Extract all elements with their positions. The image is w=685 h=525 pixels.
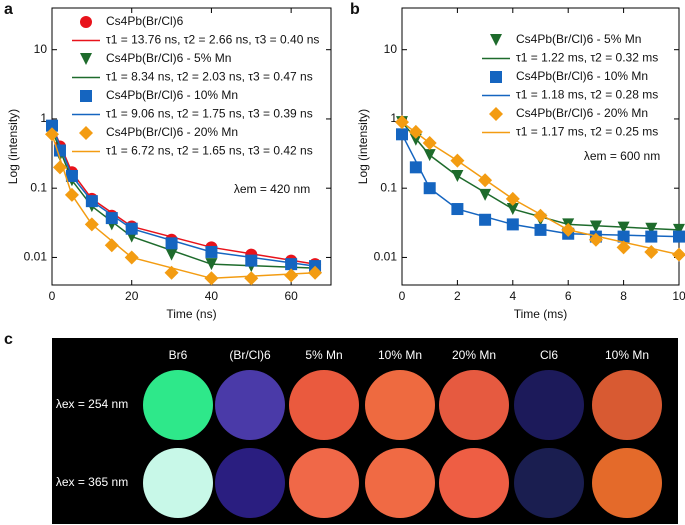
y-axis-label: Log (intensity) <box>6 109 20 184</box>
legend-label: τ1 = 1.18 ms, τ2 = 0.28 ms <box>516 88 658 102</box>
data-point <box>104 238 119 253</box>
x-tick-label: 40 <box>205 289 219 303</box>
legend-marker <box>79 126 93 140</box>
column-label: 10% Mn <box>378 348 422 362</box>
data-point <box>105 212 118 225</box>
column-label: (Br/Cl)6 <box>229 348 271 362</box>
legend-marker <box>490 71 502 83</box>
fit-line <box>401 121 680 231</box>
data-point <box>245 254 258 267</box>
y-tick-label: 0.1 <box>380 180 397 194</box>
y-tick-label: 0.01 <box>24 250 48 264</box>
sample-disk <box>143 370 213 440</box>
y-tick-label: 1 <box>40 111 47 125</box>
x-tick-label: 20 <box>125 289 139 303</box>
y-tick-label: 1 <box>390 111 397 125</box>
legend-label: τ1 = 1.17 ms, τ2 = 0.25 ms <box>516 125 658 139</box>
y-tick-label: 0.01 <box>374 250 398 264</box>
column-label: 5% Mn <box>305 348 342 362</box>
sample-disk <box>439 448 509 518</box>
x-tick-label: 6 <box>565 289 572 303</box>
legend-label: τ1 = 6.72 ns, τ2 = 1.65 ns, τ3 = 0.42 ns <box>106 144 313 158</box>
sample-disk <box>592 370 662 440</box>
sample-disk <box>143 448 213 518</box>
legend-label: Cs4Pb(Br/Cl)6 - 20% Mn <box>106 125 238 139</box>
x-tick-label: 0 <box>399 289 406 303</box>
data-point <box>534 223 547 236</box>
data-point <box>244 271 259 286</box>
fit-line <box>51 134 316 280</box>
sample-disk <box>514 370 584 440</box>
y-axis-label: Log (intensity) <box>356 109 370 184</box>
fit-line <box>51 125 316 267</box>
annotation: λem = 600 nm <box>584 149 660 163</box>
legend-label: Cs4Pb(Br/Cl)6 - 10% Mn <box>106 88 238 102</box>
column-label: 10% Mn <box>605 348 649 362</box>
legend-label: Cs4Pb(Br/Cl)6 <box>106 14 184 28</box>
sample-disk <box>514 448 584 518</box>
sample-disk <box>289 370 359 440</box>
plot-frame <box>401 7 680 286</box>
panel-label: b <box>350 1 360 18</box>
annotation: λem = 420 nm <box>234 182 310 196</box>
x-axis-label: Time (ns) <box>166 307 216 321</box>
row-label: λex = 254 nm <box>56 397 128 411</box>
data-point <box>479 213 492 226</box>
data-point <box>285 258 298 271</box>
legend-label: Cs4Pb(Br/Cl)6 - 10% Mn <box>516 69 648 83</box>
x-axis-label: Time (ms) <box>514 307 568 321</box>
x-tick-label: 8 <box>620 289 627 303</box>
sample-disk <box>365 448 435 518</box>
panel-label: a <box>4 1 13 18</box>
plot-frame <box>51 7 332 286</box>
legend-marker <box>80 90 92 102</box>
legend-label: τ1 = 13.76 ns, τ2 = 2.66 ns, τ3 = 0.40 n… <box>106 33 319 47</box>
data-point <box>616 240 631 255</box>
column-label: 20% Mn <box>452 348 496 362</box>
legend-marker <box>489 107 503 121</box>
sample-disk <box>439 370 509 440</box>
column-label: Br6 <box>169 348 188 362</box>
panel-label: c <box>4 331 13 348</box>
sample-disk <box>289 448 359 518</box>
x-tick-label: 2 <box>454 289 461 303</box>
data-point <box>165 237 178 250</box>
fit-line <box>401 121 680 256</box>
y-tick-label: 10 <box>34 42 48 56</box>
legend-label: Cs4Pb(Br/Cl)6 - 5% Mn <box>106 51 231 65</box>
sample-disk <box>215 448 285 518</box>
legend-label: τ1 = 8.34 ns, τ2 = 2.03 ns, τ3 = 0.47 ns <box>106 70 313 84</box>
sample-disk <box>215 370 285 440</box>
y-tick-label: 0.1 <box>30 180 47 194</box>
row-label: λex = 365 nm <box>56 475 128 489</box>
data-point <box>617 230 630 243</box>
legend-label: τ1 = 1.22 ms, τ2 = 0.32 ms <box>516 51 658 65</box>
legend-marker <box>490 34 502 46</box>
x-tick-label: 10 <box>672 289 685 303</box>
x-tick-label: 0 <box>49 289 56 303</box>
legend-label: τ1 = 9.06 ns, τ2 = 1.75 ns, τ3 = 0.39 ns <box>106 107 313 121</box>
legend-marker <box>80 53 92 65</box>
y-tick-label: 10 <box>384 42 398 56</box>
x-tick-label: 4 <box>509 289 516 303</box>
legend-marker <box>80 16 92 28</box>
legend-label: Cs4Pb(Br/Cl)6 - 20% Mn <box>516 106 648 120</box>
legend-label: Cs4Pb(Br/Cl)6 - 5% Mn <box>516 32 641 46</box>
sample-disk <box>365 370 435 440</box>
x-tick-label: 60 <box>284 289 298 303</box>
data-point <box>284 268 299 283</box>
data-point <box>479 188 492 201</box>
sample-disk <box>592 448 662 518</box>
column-label: Cl6 <box>540 348 558 362</box>
data-point <box>409 161 422 174</box>
